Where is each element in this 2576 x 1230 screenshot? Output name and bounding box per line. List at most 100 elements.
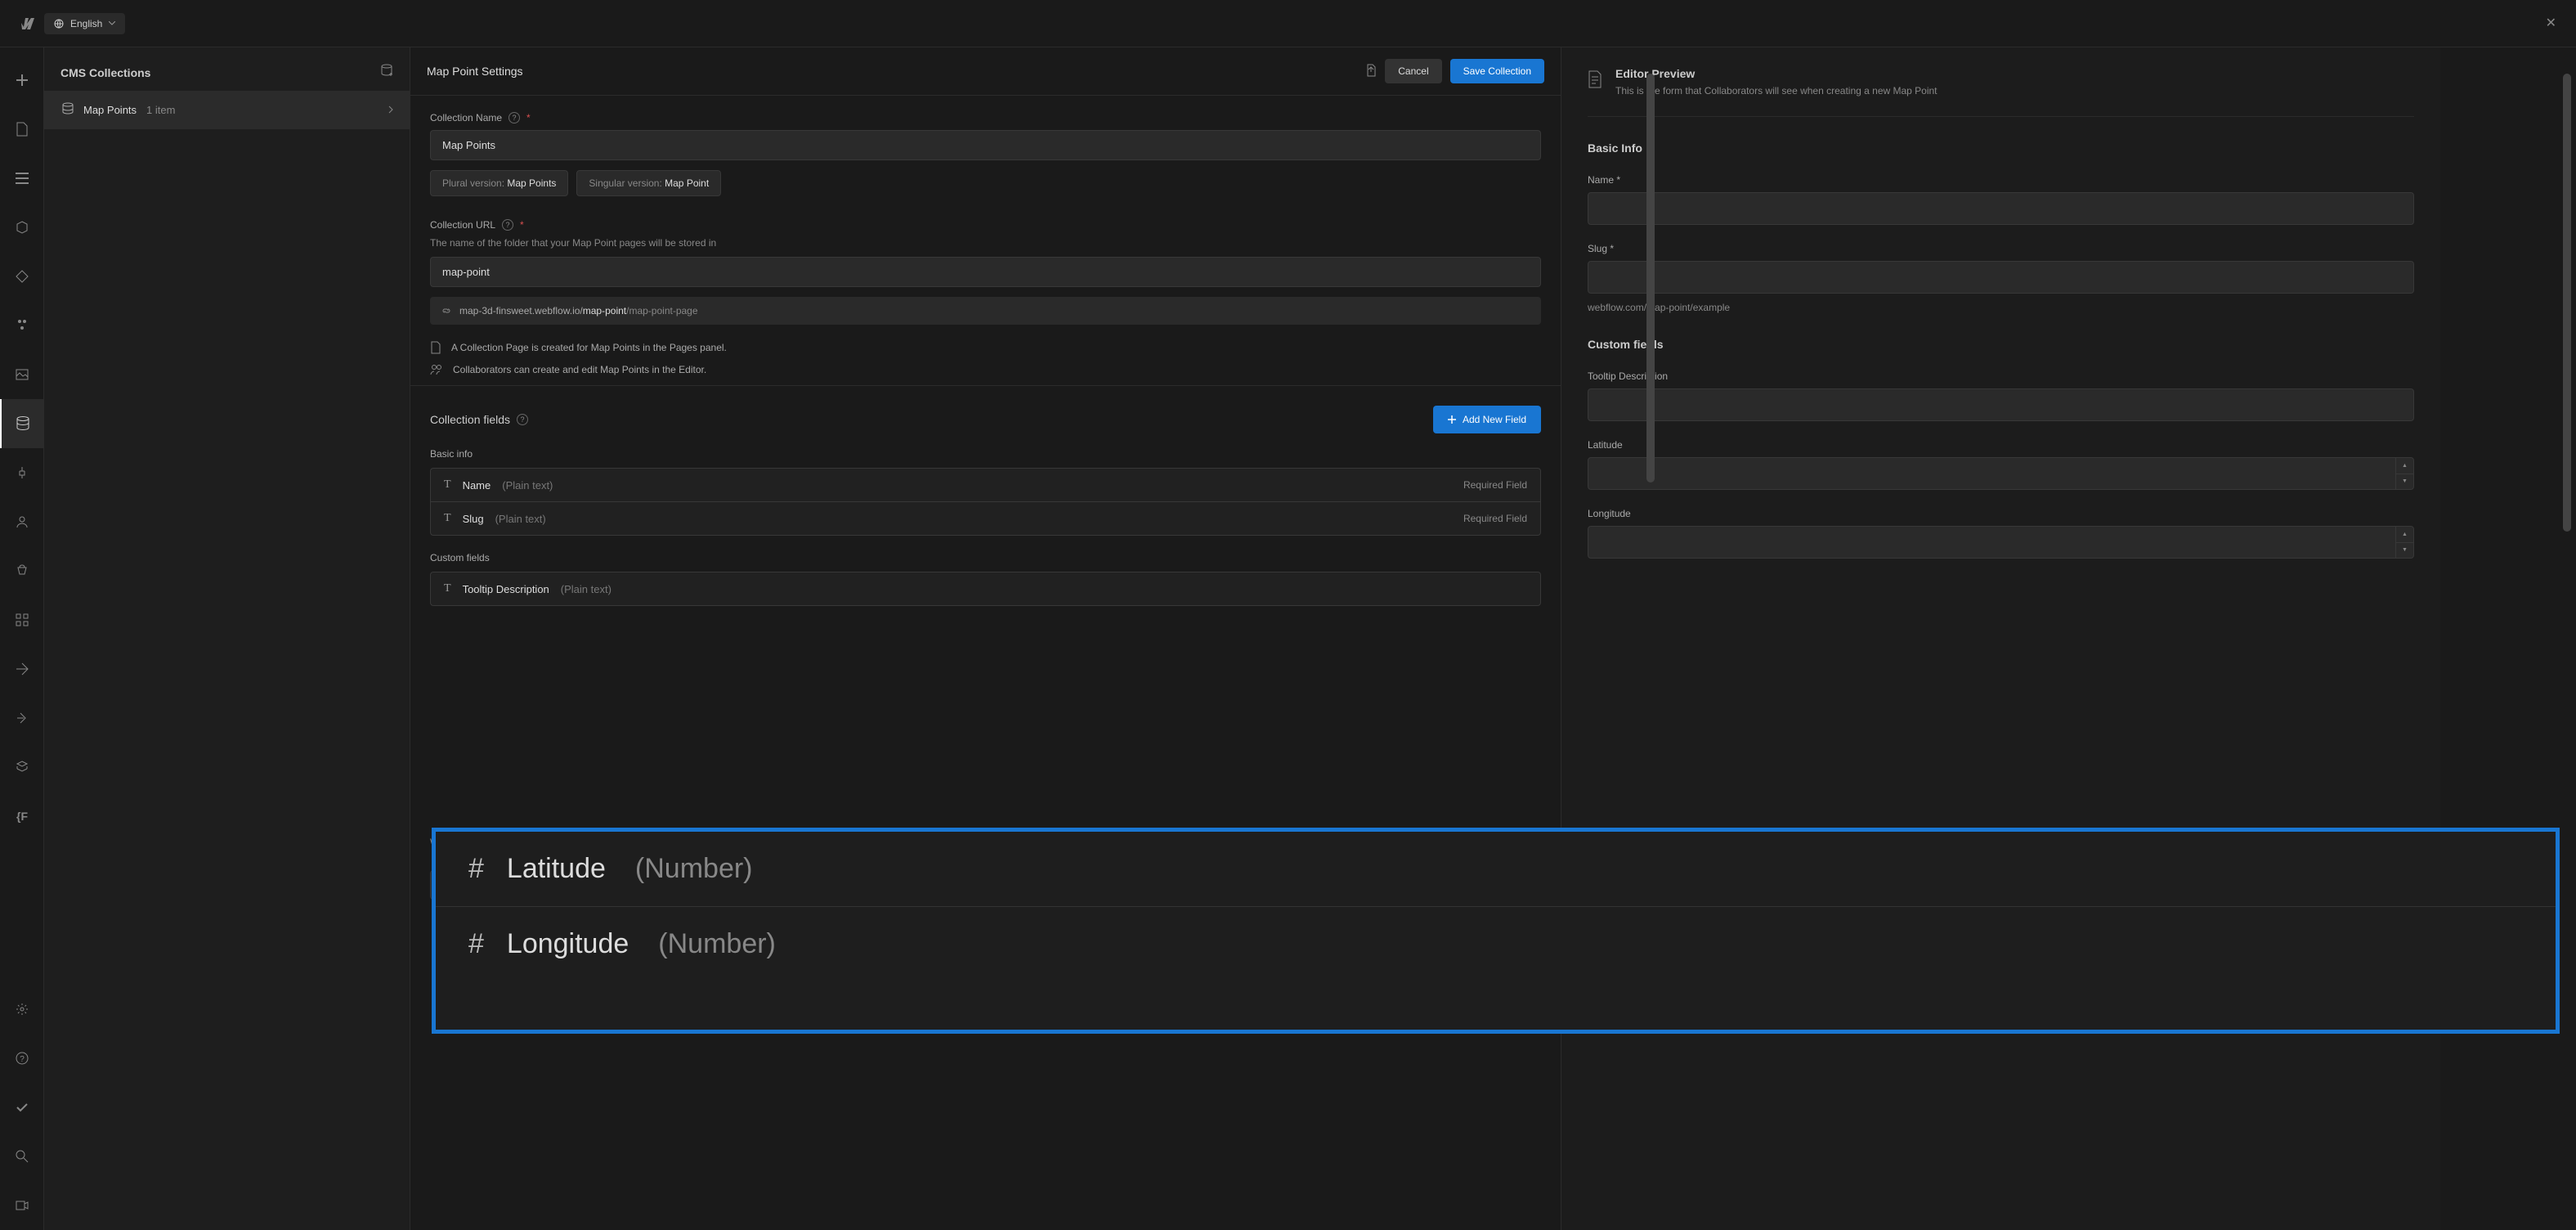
rail-styles[interactable] <box>0 301 44 350</box>
collection-count: 1 item <box>146 104 175 116</box>
rail-help[interactable]: ? <box>0 1034 44 1083</box>
rail-cms[interactable] <box>0 399 44 448</box>
required-label: Required Field <box>1463 513 1527 524</box>
text-type-icon: T <box>444 478 451 492</box>
language-label: English <box>70 18 102 29</box>
preview-name-input[interactable] <box>1588 192 2414 225</box>
rail-ecommerce[interactable] <box>0 546 44 595</box>
rail-assets[interactable] <box>0 350 44 399</box>
preview-slug-label: Slug * <box>1588 243 2414 254</box>
rail-apps[interactable] <box>0 595 44 644</box>
svg-text:?: ? <box>20 1055 25 1064</box>
preview-name-label: Name * <box>1588 174 2414 186</box>
required-label: Required Field <box>1463 479 1527 491</box>
rail-users[interactable] <box>0 497 44 546</box>
collection-url-label: Collection URL <box>430 219 495 231</box>
editor-preview-panel: Editor Preview This is the form that Col… <box>1561 47 2440 1230</box>
rail-navigator[interactable] <box>0 154 44 203</box>
field-row-name[interactable]: T Name (Plain text) Required Field <box>431 469 1540 502</box>
globe-icon <box>54 19 64 29</box>
url-preview: map-3d-finsweet.webflow.io/map-point/map… <box>430 297 1541 325</box>
number-type-icon: # <box>468 853 484 885</box>
rail-item-1[interactable] <box>0 644 44 694</box>
highlighted-fields-overlay: # Latitude (Number) # Longitude (Number) <box>432 828 2560 1034</box>
help-icon[interactable]: ? <box>517 414 528 425</box>
highlight-latitude[interactable]: # Latitude (Number) <box>436 832 2556 907</box>
text-type-icon: T <box>444 512 451 525</box>
text-type-icon: T <box>444 582 451 595</box>
rail-audit[interactable] <box>0 1083 44 1132</box>
number-stepper[interactable]: ▲▼ <box>2396 457 2414 490</box>
required-indicator: * <box>520 219 524 231</box>
collection-name-label: Collection Name <box>430 112 502 123</box>
rail-components[interactable] <box>0 203 44 252</box>
collection-url-helper: The name of the folder that your Map Poi… <box>430 237 1541 249</box>
preview-subtitle: This is the form that Collaborators will… <box>1615 85 1938 97</box>
add-field-button[interactable]: Add New Field <box>1433 406 1541 433</box>
singular-version-pill[interactable]: Singular version: Map Point <box>576 170 721 196</box>
required-indicator: * <box>526 112 531 123</box>
preview-title: Editor Preview <box>1615 67 1938 80</box>
field-row-tooltip[interactable]: T Tooltip Description (Plain text) <box>431 572 1540 605</box>
collection-fields-title: Collection fields <box>430 413 510 426</box>
basic-fields-box: T Name (Plain text) Required Field T Slu… <box>430 468 1541 536</box>
number-type-icon: # <box>468 928 484 960</box>
left-tools-rail: {F ? <box>0 47 44 1230</box>
preview-lon-input[interactable] <box>1588 526 2396 559</box>
link-icon <box>441 306 451 316</box>
center-scrollbar[interactable] <box>1645 74 1656 1230</box>
collection-name-input[interactable] <box>430 130 1541 160</box>
rail-pages[interactable] <box>0 105 44 154</box>
rail-search[interactable] <box>0 1132 44 1181</box>
info-collaborators: Collaborators can create and edit Map Po… <box>430 364 1541 375</box>
rail-item-2[interactable] <box>0 694 44 743</box>
language-selector[interactable]: English <box>44 13 125 34</box>
preview-lat-label: Latitude <box>1588 439 2414 451</box>
preview-lat-input[interactable] <box>1588 457 2396 490</box>
info-collection-page: A Collection Page is created for Map Poi… <box>430 341 1541 354</box>
plus-icon <box>1448 415 1456 424</box>
number-stepper[interactable]: ▲▼ <box>2396 526 2414 559</box>
add-collection-icon[interactable] <box>380 64 393 81</box>
export-icon[interactable] <box>1365 64 1377 79</box>
preview-tooltip-input[interactable] <box>1588 388 2414 421</box>
help-icon[interactable]: ? <box>502 219 513 231</box>
custom-fields-label: Custom fields <box>430 552 1541 563</box>
field-row-slug[interactable]: T Slug (Plain text) Required Field <box>431 502 1540 535</box>
webflow-logo[interactable] <box>16 15 34 33</box>
help-icon[interactable]: ? <box>508 112 520 123</box>
close-button[interactable]: ✕ <box>2546 15 2556 31</box>
highlight-longitude[interactable]: # Longitude (Number) <box>436 907 2556 981</box>
basic-info-label: Basic info <box>430 448 1541 460</box>
preview-basic-info-title: Basic Info <box>1588 141 2414 155</box>
rail-add[interactable] <box>0 56 44 105</box>
rail-video[interactable] <box>0 1181 44 1230</box>
rail-logic[interactable] <box>0 448 44 497</box>
preview-tooltip-label: Tooltip Description <box>1588 370 2414 382</box>
chevron-down-icon <box>109 21 115 25</box>
rail-item-3[interactable] <box>0 743 44 792</box>
preview-slug-url: webflow.com/map-point/example <box>1588 302 2414 313</box>
custom-fields-box: T Tooltip Description (Plain text) <box>430 572 1541 606</box>
save-button[interactable]: Save Collection <box>1450 59 1544 83</box>
plural-version-pill[interactable]: Plural version: Map Points <box>430 170 568 196</box>
page-icon <box>430 341 441 354</box>
collection-url-input[interactable] <box>430 257 1541 287</box>
preview-scrollbar[interactable] <box>2561 74 2573 1230</box>
rail-settings[interactable] <box>0 985 44 1034</box>
collection-name: Map Points <box>83 104 137 116</box>
top-bar: English ✕ <box>0 0 2576 47</box>
collection-list-item[interactable]: Map Points 1 item <box>44 91 410 129</box>
cms-sidebar: CMS Collections Map Points 1 item <box>44 47 410 1230</box>
database-icon <box>62 102 74 118</box>
cancel-button[interactable]: Cancel <box>1385 59 1441 83</box>
sidebar-title: CMS Collections <box>60 66 150 79</box>
chevron-right-icon <box>388 105 393 116</box>
center-panel: Map Point Settings Cancel Save Collectio… <box>410 47 1561 1230</box>
rail-variables[interactable] <box>0 252 44 301</box>
rail-finsweet[interactable]: {F <box>0 792 44 841</box>
preview-lon-label: Longitude <box>1588 508 2414 519</box>
page-icon <box>1588 70 1602 91</box>
preview-custom-title: Custom fields <box>1588 338 2414 351</box>
preview-slug-input[interactable] <box>1588 261 2414 294</box>
